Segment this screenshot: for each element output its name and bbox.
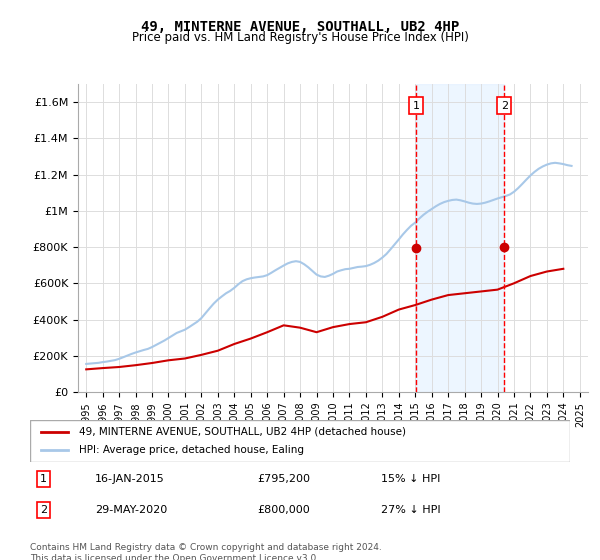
- Text: £795,200: £795,200: [257, 474, 310, 484]
- Text: £800,000: £800,000: [257, 505, 310, 515]
- Text: Price paid vs. HM Land Registry's House Price Index (HPI): Price paid vs. HM Land Registry's House …: [131, 31, 469, 44]
- Text: 15% ↓ HPI: 15% ↓ HPI: [381, 474, 440, 484]
- Text: Contains HM Land Registry data © Crown copyright and database right 2024.
This d: Contains HM Land Registry data © Crown c…: [30, 543, 382, 560]
- Bar: [416, 84, 504, 392]
- Text: 27% ↓ HPI: 27% ↓ HPI: [381, 505, 440, 515]
- Text: 49, MINTERNE AVENUE, SOUTHALL, UB2 4HP (detached house): 49, MINTERNE AVENUE, SOUTHALL, UB2 4HP (…: [79, 427, 406, 437]
- Text: HPI: Average price, detached house, Ealing: HPI: Average price, detached house, Eali…: [79, 445, 304, 455]
- Text: 1: 1: [412, 101, 419, 111]
- FancyBboxPatch shape: [30, 420, 570, 462]
- Text: 1: 1: [40, 474, 47, 484]
- Text: 2: 2: [500, 101, 508, 111]
- Text: 2: 2: [40, 505, 47, 515]
- Text: 49, MINTERNE AVENUE, SOUTHALL, UB2 4HP: 49, MINTERNE AVENUE, SOUTHALL, UB2 4HP: [141, 20, 459, 34]
- Text: 29-MAY-2020: 29-MAY-2020: [95, 505, 167, 515]
- Text: 16-JAN-2015: 16-JAN-2015: [95, 474, 164, 484]
